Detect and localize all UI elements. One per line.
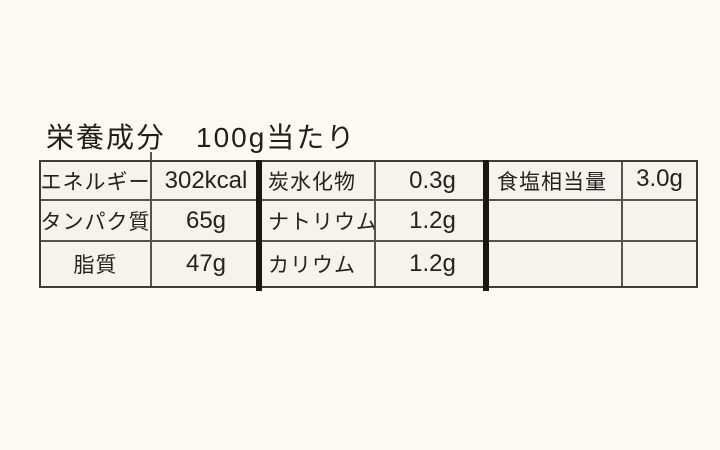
cell-carbohydrate-label: 炭水化物	[260, 162, 376, 201]
cell-empty-3	[489, 242, 623, 286]
cell-potassium-label: カリウム	[260, 242, 376, 286]
cell-empty-4	[623, 242, 696, 286]
cell-fat-label: 脂質	[41, 242, 152, 286]
cell-energy-label: エネルギー	[41, 162, 152, 201]
cell-potassium-value: 1.2g	[409, 250, 456, 277]
section-divider-1	[256, 160, 262, 291]
cell-sodium-value: 1.2g	[376, 201, 489, 242]
cell-energy-value: 302kcal	[152, 162, 260, 201]
cell-salt-equivalent-value: 3.0g	[623, 162, 696, 201]
section-divider-2	[483, 160, 489, 291]
cell-empty-1	[489, 201, 623, 242]
nutrition-table-grid: エネルギー 302kcal 炭水化物 0.3g 食塩相当量 3.0g タンパク質…	[41, 162, 696, 286]
cell-fat-value: 47g	[185, 250, 227, 277]
cell-carbohydrate-value: 0.3g	[376, 162, 489, 201]
nutrition-table: エネルギー 302kcal 炭水化物 0.3g 食塩相当量 3.0g タンパク質…	[39, 160, 698, 291]
nutrition-title: 栄養成分 100g当たり	[46, 122, 357, 153]
cell-sodium-label: ナトリウム	[260, 201, 376, 242]
cell-empty-2	[623, 201, 696, 242]
cell-protein-value: 65g	[152, 201, 260, 242]
cell-protein-label: タンパク質	[41, 201, 152, 242]
cell-salt-equivalent-label: 食塩相当量	[489, 162, 623, 201]
scan-line-artifact	[150, 152, 152, 162]
